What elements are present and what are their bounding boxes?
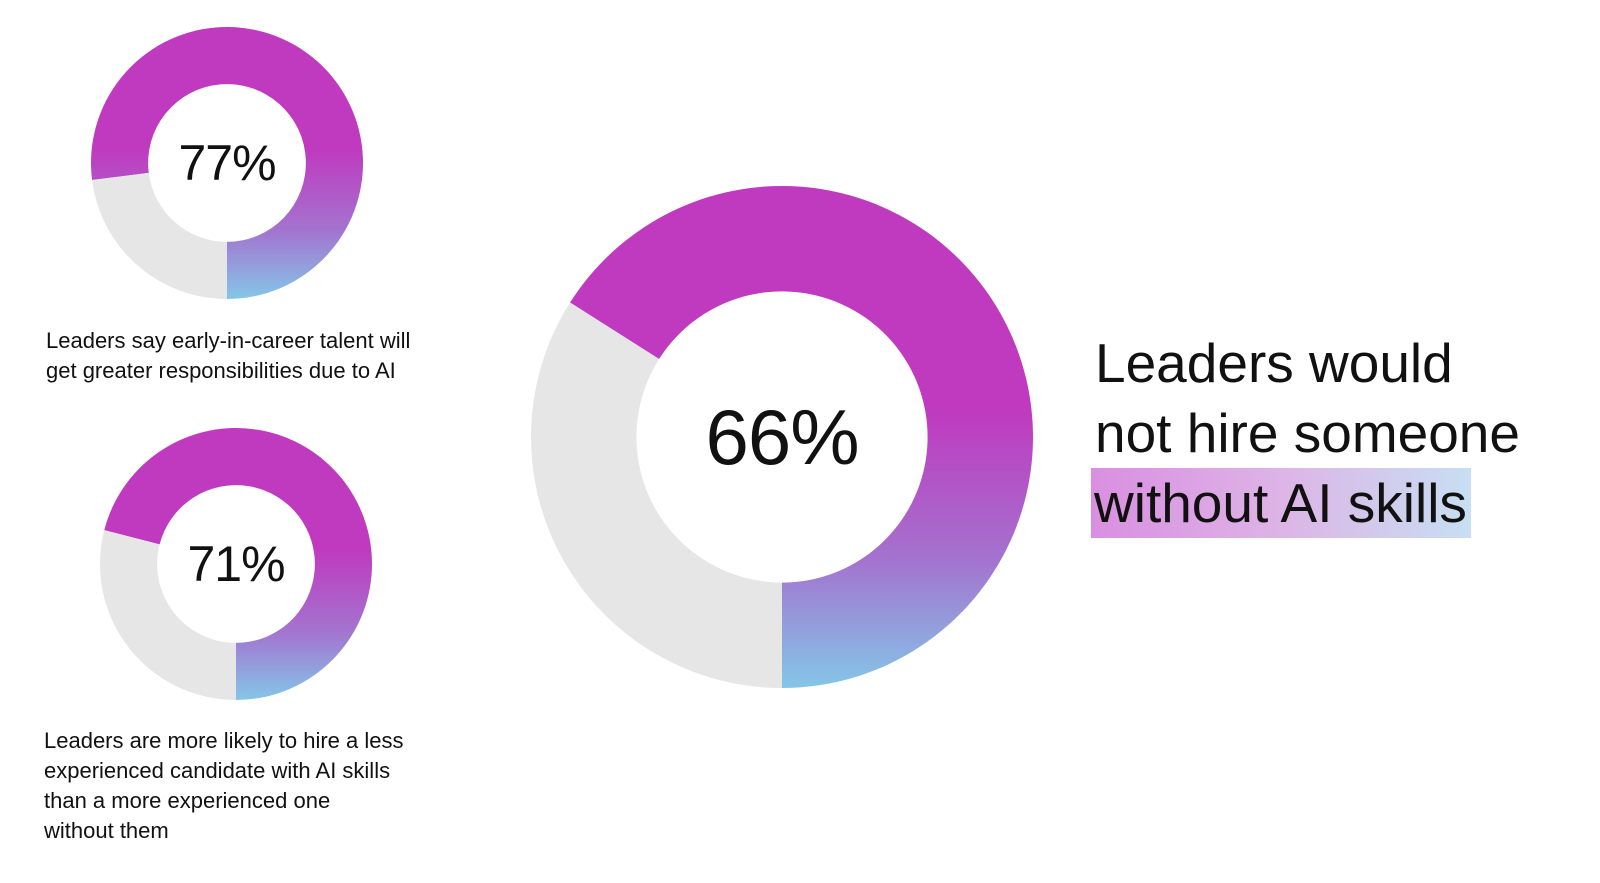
headline-line: not hire someone — [1095, 402, 1520, 464]
headline-highlight: without AI skills — [1091, 468, 1471, 538]
donut-chart-71: 71% — [100, 428, 372, 700]
donut-caption-less-experienced: Leaders are more likely to hire a less e… — [44, 726, 474, 846]
donut-caption-early-career: Leaders say early-in-career talent will … — [46, 326, 486, 386]
headline: Leaders would not hire someone without A… — [1091, 328, 1575, 538]
donut-value-label: 77% — [178, 135, 276, 191]
donut-slice-value — [570, 186, 1033, 688]
donut-slice-value — [91, 27, 363, 299]
caption-line: experienced candidate with AI skills — [44, 758, 391, 783]
donut-slice-remainder — [100, 530, 236, 700]
donut-svg-71 — [100, 428, 372, 700]
caption-line: get greater responsibilities due to AI — [46, 358, 396, 383]
caption-line: than a more experienced one — [44, 788, 331, 813]
headline-line: Leaders would — [1095, 332, 1453, 394]
donut-slice-remainder — [92, 172, 227, 299]
donut-svg-66 — [531, 186, 1033, 688]
caption-line: Leaders are more likely to hire a less — [44, 728, 404, 753]
donut-slice-value — [104, 428, 372, 700]
donut-value-label: 66% — [705, 393, 859, 481]
caption-line: without them — [44, 818, 169, 843]
donut-chart-77: 77% — [91, 27, 363, 299]
donut-value-label: 71% — [187, 536, 285, 592]
caption-line: Leaders say early-in-career talent will — [46, 328, 411, 353]
donut-slice-remainder — [531, 302, 782, 688]
donut-svg-77 — [91, 27, 363, 299]
donut-chart-66: 66% — [531, 186, 1033, 688]
